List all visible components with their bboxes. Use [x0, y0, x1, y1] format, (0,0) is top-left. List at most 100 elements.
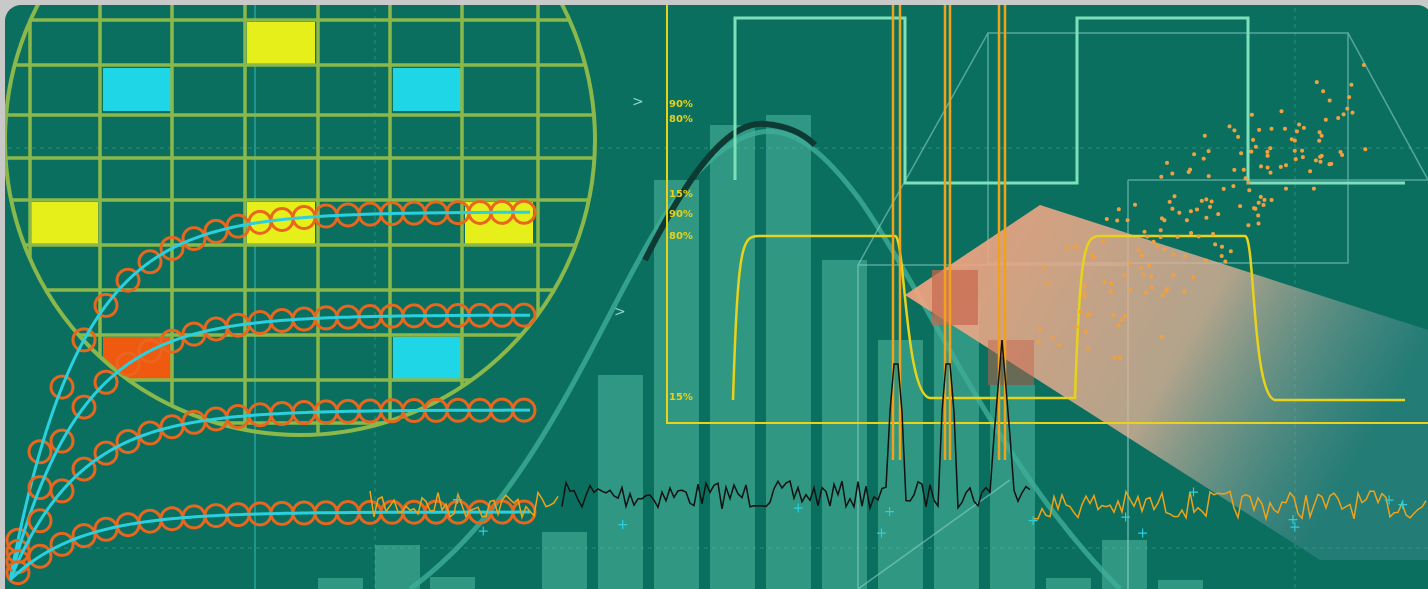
noise-line [369, 490, 559, 520]
scatter-point [1321, 89, 1326, 94]
data-circle [71, 327, 97, 353]
scatter-point [1249, 149, 1254, 154]
scatter-point [1074, 245, 1079, 249]
scatter-point [1112, 355, 1117, 360]
scatter-point [1064, 245, 1069, 250]
scatter-point [1256, 213, 1261, 218]
scatter [1036, 63, 1368, 360]
data-circle [27, 508, 53, 534]
scatter-point [1256, 221, 1261, 226]
scatter-point [1238, 204, 1243, 209]
data-circle [27, 439, 53, 465]
data-circle [115, 351, 141, 377]
data-circle [71, 456, 97, 482]
data-circle [137, 338, 163, 364]
plus-marker: + [1027, 513, 1039, 529]
axis-label: 80% [669, 114, 693, 125]
scatter-point [1122, 272, 1127, 277]
plus-marker: + [884, 504, 896, 520]
axis-label: 15% [669, 189, 693, 200]
scatter-point [1202, 133, 1207, 138]
scatter-point [1189, 231, 1194, 235]
scatter-point [1128, 287, 1133, 292]
histogram [318, 115, 1203, 589]
scatter-point [1313, 158, 1318, 163]
bell-curve-highlight [642, 120, 818, 262]
scatter-point [1116, 207, 1121, 212]
scatter-point [1223, 259, 1228, 264]
scatter-point [1293, 157, 1298, 162]
scatter-point [1268, 146, 1273, 151]
scatter-point [1162, 218, 1167, 223]
scatter-point [1165, 286, 1170, 291]
scatter-point [1165, 160, 1169, 165]
fit-line [8, 408, 530, 581]
gradient-band [905, 205, 1428, 560]
scatter-point [1155, 244, 1160, 249]
data-circle [137, 249, 163, 275]
data-circle [49, 428, 75, 454]
scatter-point [1172, 194, 1177, 199]
plus-marker: + [1289, 519, 1301, 535]
scatter-point [1074, 324, 1079, 329]
scatter-point [1363, 147, 1368, 152]
scatter-point [1216, 212, 1221, 217]
scatter-point [1318, 159, 1323, 164]
scatter-point [1361, 63, 1366, 67]
scatter-point [1104, 217, 1109, 221]
scatter-point [1046, 281, 1051, 286]
scatter-point [1256, 200, 1261, 205]
scatter-point [1311, 186, 1316, 191]
scatter-point [1160, 293, 1165, 298]
axis-label: 80% [669, 231, 693, 242]
scatter-point [1125, 218, 1130, 223]
scatter-point [1268, 170, 1273, 175]
scatter-point [1350, 110, 1355, 115]
scatter-point [1284, 163, 1288, 168]
scatter-point [1283, 126, 1287, 131]
scatter-point [1294, 129, 1299, 134]
scatter-point [1138, 266, 1143, 271]
scatter-point [1159, 174, 1164, 179]
data-circle [137, 420, 163, 446]
fit-line [8, 313, 530, 581]
noise-signal: + + ++ ++++++++++ [369, 339, 1427, 542]
scatter-point [1086, 346, 1090, 351]
scatter-point [1159, 334, 1164, 339]
scatter-point [1142, 229, 1147, 234]
scatter-point [1246, 223, 1251, 228]
scatter-point [1345, 106, 1350, 111]
scatter-point [1246, 180, 1251, 185]
scatter-point [1289, 137, 1294, 142]
scatter-point [1151, 239, 1156, 244]
plot-axes [666, 5, 1428, 424]
scatter-point [1209, 199, 1214, 204]
scatter-point [1038, 327, 1043, 332]
scatter-point [1232, 167, 1237, 172]
scatter-point [1170, 171, 1175, 176]
scatter-point [1147, 263, 1152, 268]
scatter-point [1259, 164, 1263, 169]
scatter-point [1220, 244, 1224, 249]
scatter-point [1327, 98, 1332, 103]
plus-marker: + [1120, 510, 1132, 526]
scatter-point [1284, 186, 1288, 191]
plus-marker: + [876, 526, 888, 542]
data-circle [181, 226, 207, 252]
scatter-point [1317, 130, 1322, 135]
scatter-point [1141, 272, 1146, 277]
scatter-point [1301, 125, 1306, 130]
scatter-point [1300, 148, 1305, 153]
scatter-point [1347, 95, 1352, 100]
scatter-point [1182, 254, 1187, 259]
scatter-point [1262, 197, 1267, 202]
scatter-point [1036, 339, 1041, 344]
data-circle [49, 478, 75, 504]
scatter-point [1265, 165, 1270, 170]
marker: > [614, 304, 626, 320]
plus-marker: + [1188, 484, 1200, 500]
step-response [731, 234, 1405, 402]
scatter-point [1317, 138, 1322, 143]
